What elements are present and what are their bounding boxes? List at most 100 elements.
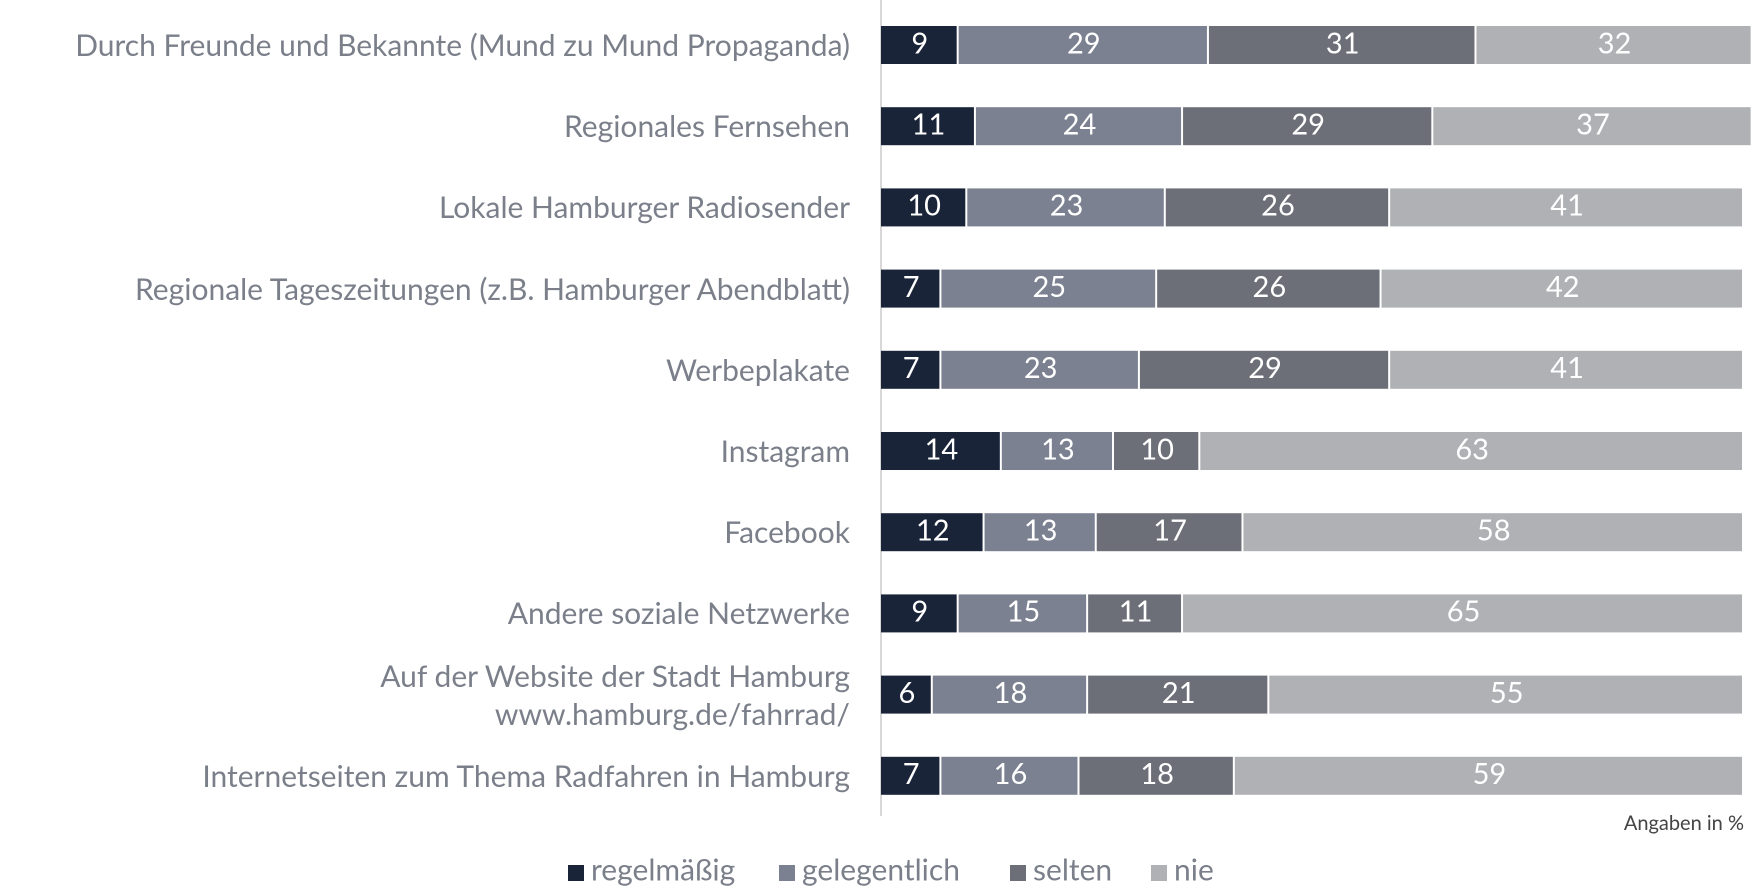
bar-segment [958, 26, 1207, 64]
value-label: 21 [1162, 675, 1196, 710]
bar-segment [941, 269, 1156, 308]
category-label: Regionale Tageszeitungen (z.B. Hamburger… [134, 270, 850, 307]
bar-segment [881, 432, 1000, 470]
legend-label: nie [1174, 852, 1214, 888]
value-label: 26 [1253, 269, 1287, 304]
bar-segment [941, 756, 1078, 795]
value-label: 29 [1248, 350, 1282, 385]
value-label: 41 [1550, 350, 1584, 385]
value-label: 41 [1550, 188, 1584, 223]
legend-label: selten [1033, 852, 1112, 888]
category-label: Lokale Hamburger Radiosender [438, 189, 850, 226]
value-label: 11 [1119, 594, 1153, 629]
value-label: 10 [1140, 431, 1174, 466]
legend-label: gelegentlich [802, 852, 960, 888]
bar-segment [941, 350, 1138, 389]
bar-segment [1476, 26, 1751, 64]
value-label: 23 [1024, 350, 1058, 385]
annotation: Angaben in % [1624, 811, 1744, 835]
category-label: Auf der Website der Stadt Hamburg www.ha… [380, 657, 850, 732]
value-label: 16 [994, 756, 1028, 791]
bar-segment [1433, 107, 1751, 146]
value-label: 42 [1546, 269, 1580, 304]
legend-swatch [568, 865, 584, 881]
bar-segment [881, 350, 940, 389]
legend-swatch [779, 865, 795, 881]
value-label: 6 [898, 675, 915, 710]
value-label: 63 [1455, 431, 1489, 466]
value-label: 26 [1261, 188, 1295, 223]
value-label: 7 [903, 350, 920, 385]
value-label: 9 [911, 25, 928, 60]
bar-segment [975, 107, 1182, 146]
bar-segment [1200, 432, 1742, 470]
bar-segment [1001, 432, 1113, 470]
value-label: 11 [912, 107, 946, 142]
category-label: Werbeplakate [665, 351, 850, 388]
value-label: 32 [1598, 25, 1632, 60]
value-label: 7 [903, 269, 920, 304]
bar-segment [958, 594, 1087, 633]
bar-segment [1183, 594, 1742, 633]
bar-segment [1183, 107, 1432, 146]
value-label: 31 [1326, 25, 1360, 60]
bar-segment [984, 513, 1095, 552]
value-label: 15 [1007, 594, 1041, 629]
legend-swatch [1151, 865, 1167, 881]
value-label: 29 [1067, 25, 1101, 60]
bar-segment [881, 513, 983, 552]
bar-segment [1390, 188, 1742, 227]
bar-segment [1390, 350, 1742, 389]
value-label: 55 [1490, 675, 1524, 710]
bar-segment [1381, 269, 1742, 308]
value-label: 9 [911, 594, 928, 629]
bar-segment [881, 188, 966, 227]
category-label: Instagram [720, 433, 850, 469]
bar-segment [1269, 675, 1742, 714]
value-label: 29 [1291, 107, 1325, 142]
value-label: 18 [994, 675, 1028, 710]
bar-segment [932, 675, 1087, 714]
value-label: 13 [1041, 431, 1075, 466]
value-label: 14 [925, 431, 959, 466]
bar-segment [967, 188, 1164, 227]
bar-segment [881, 107, 974, 146]
bar-segment [881, 675, 931, 714]
value-label: 37 [1576, 107, 1610, 142]
value-label: 65 [1447, 594, 1481, 629]
legend-swatch [1010, 865, 1026, 881]
value-label: 58 [1477, 513, 1511, 548]
bar-segment [881, 756, 940, 795]
value-label: 7 [903, 756, 920, 791]
value-label: 17 [1153, 513, 1187, 548]
value-label: 10 [907, 188, 941, 223]
value-label: 18 [1140, 756, 1174, 791]
bar-segment [1234, 756, 1742, 795]
bar-segment [881, 269, 940, 308]
bar-segment [881, 594, 957, 633]
value-label: 24 [1063, 107, 1097, 142]
bar-segment [1139, 350, 1389, 389]
bar-segment [1208, 26, 1475, 64]
bar-segment [1079, 756, 1233, 795]
bar-segment [881, 26, 957, 64]
legend-label: regelmäßig [591, 852, 735, 888]
value-label: 23 [1050, 188, 1084, 223]
bar-segment [1243, 513, 1742, 552]
bar-segment [1088, 594, 1182, 633]
value-label: 25 [1032, 269, 1066, 304]
bar-segment [1165, 188, 1389, 227]
value-label: 13 [1024, 513, 1058, 548]
value-label: 59 [1473, 756, 1507, 791]
category-label: Facebook [724, 514, 850, 551]
category-label: Internetseiten zum Thema Radfahren in Ha… [202, 757, 850, 794]
value-label: 12 [916, 513, 950, 548]
category-label: Regionales Fernsehen [563, 108, 850, 145]
bar-segment [1096, 513, 1242, 552]
bar-segment [1088, 675, 1268, 714]
bar-segment [1114, 432, 1199, 470]
bar-segment [1157, 269, 1380, 308]
category-label: Andere soziale Netzwerke [507, 595, 850, 632]
